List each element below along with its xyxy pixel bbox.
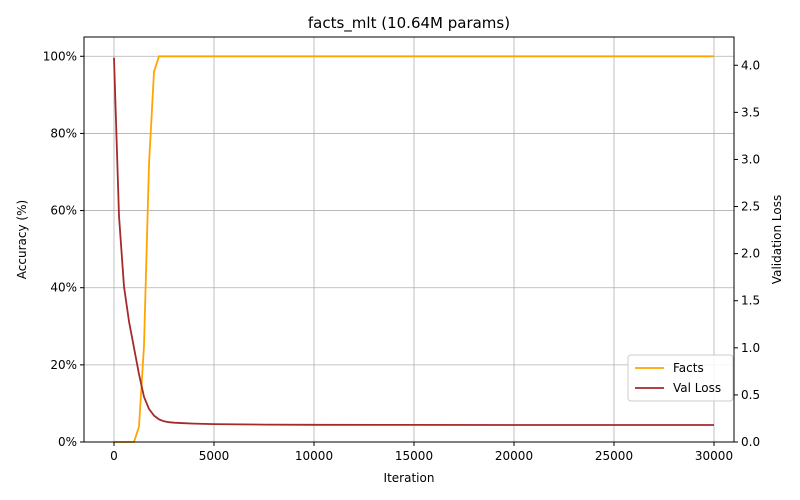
series-line-val-loss bbox=[113, 57, 714, 426]
legend-box bbox=[627, 354, 734, 402]
y-tick-label-right: 3.0 bbox=[741, 152, 760, 166]
chart-title: facts_mlt (10.64M params) bbox=[308, 14, 510, 33]
y-tick-label-left: 0% bbox=[58, 435, 77, 449]
plot-frame bbox=[83, 36, 735, 443]
y-tick-label-left: 60% bbox=[50, 204, 77, 218]
y-tick-label-right: 1.5 bbox=[741, 294, 760, 308]
x-tick-label: 10000 bbox=[295, 449, 333, 463]
x-tick-label: 5000 bbox=[199, 449, 230, 463]
x-tick-label: 0 bbox=[110, 449, 118, 463]
y-tick-label-left: 80% bbox=[50, 126, 77, 140]
legend-label-val-loss: Val Loss bbox=[673, 381, 721, 395]
x-tick-label: 20000 bbox=[495, 449, 533, 463]
x-tick-label: 25000 bbox=[595, 449, 633, 463]
y-tick-label-right: 0.5 bbox=[741, 388, 760, 402]
legend-label-facts: Facts bbox=[673, 361, 704, 375]
y-tick-label-left: 40% bbox=[50, 281, 77, 295]
y-tick-label-right: 2.5 bbox=[741, 200, 760, 214]
y-axis-label-right: Validation Loss bbox=[770, 195, 784, 284]
y-tick-label-left: 100% bbox=[43, 49, 77, 63]
y-tick-label-right: 4.0 bbox=[741, 58, 760, 72]
y-tick-label-right: 2.0 bbox=[741, 247, 760, 261]
y-tick-label-right: 3.5 bbox=[741, 105, 760, 119]
legend: Facts Val Loss bbox=[627, 354, 734, 402]
x-tick-label: 15000 bbox=[395, 449, 433, 463]
y-tick-label-right: 1.0 bbox=[741, 341, 760, 355]
y-tick-label-right: 0.0 bbox=[741, 435, 760, 449]
x-tick-label: 30000 bbox=[695, 449, 733, 463]
y-tick-label-left: 20% bbox=[50, 358, 77, 372]
y-axis-label-left: Accuracy (%) bbox=[15, 200, 29, 279]
axes: 0 5000 10000 15000 20000 25000 30000 0% 20% 40% 60… bbox=[43, 49, 760, 463]
x-axis-label: Iteration bbox=[384, 471, 435, 485]
